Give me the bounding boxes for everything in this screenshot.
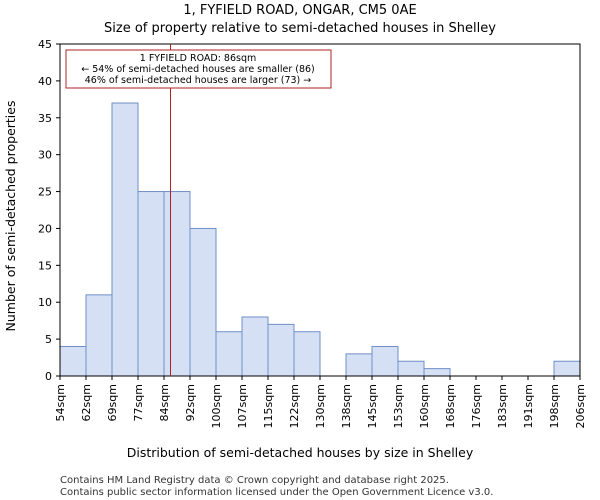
plot-frame: [59, 43, 581, 377]
x-tick-label: 145sqm: [366, 384, 379, 428]
y-tick-label: 35: [38, 112, 52, 125]
x-tick-label: 206sqm: [574, 384, 587, 428]
histogram-bar: [241, 316, 269, 377]
x-tick-label: 107sqm: [236, 384, 249, 428]
annotation-frame: [65, 49, 332, 89]
histogram-bar: [371, 345, 399, 377]
histogram-bar: [59, 345, 87, 377]
y-tick-label: 20: [38, 222, 52, 235]
x-tick-label: 153sqm: [392, 384, 405, 428]
chart-title: 1, FYFIELD ROAD, ONGAR, CM5 0AE: [183, 3, 416, 18]
histogram-bar: [267, 323, 295, 377]
x-tick-label: 100sqm: [210, 384, 223, 428]
y-tick-label: 45: [38, 38, 52, 51]
x-tick-label: 191sqm: [522, 384, 535, 428]
annotation-line-3: 46% of semi-detached houses are larger (…: [85, 75, 312, 86]
x-tick-label: 198sqm: [548, 384, 561, 428]
bars-layer: [59, 102, 581, 377]
y-tick-label: 5: [45, 333, 52, 346]
x-tick-label: 84sqm: [158, 384, 171, 421]
y-tick-label: 40: [38, 75, 52, 88]
histogram-bar: [163, 191, 191, 377]
x-tick-label: 77sqm: [132, 384, 145, 421]
histogram-bar: [85, 294, 113, 377]
x-tick-label: 115sqm: [262, 384, 275, 428]
x-axis-ticks: 54sqm 62sqm 69sqm 77sqm 84sqm 92sqm 100sqm 107s…: [54, 376, 587, 428]
x-tick-label: 176sqm: [470, 384, 483, 428]
y-axis-ticks: 0 5 10 15 20 25 30 35 40 45: [38, 38, 60, 383]
annotation-line-2: ← 54% of semi-detached houses are smalle…: [81, 64, 315, 75]
x-tick-label: 130sqm: [314, 384, 327, 428]
x-tick-label: 69sqm: [106, 384, 119, 421]
x-tick-label: 138sqm: [340, 384, 353, 428]
y-tick-label: 15: [38, 259, 52, 272]
annotation-line-1: 1 FYFIELD ROAD: 86sqm: [140, 53, 257, 64]
x-tick-label: 92sqm: [184, 384, 197, 421]
y-tick-label: 25: [38, 186, 52, 199]
histogram-bar: [293, 331, 321, 377]
x-tick-label: 168sqm: [444, 384, 457, 428]
x-tick-label: 122sqm: [288, 384, 301, 428]
histogram-bar: [345, 353, 373, 377]
histogram-bar: [397, 360, 425, 377]
y-tick-label: 30: [38, 149, 52, 162]
annotation-box: 1 FYFIELD ROAD: 86sqm ← 54% of semi-deta…: [65, 49, 332, 89]
y-axis-label: Number of semi-detached properties: [3, 101, 18, 332]
y-tick-label: 0: [45, 370, 52, 383]
x-tick-label: 160sqm: [418, 384, 431, 428]
footer-line-1: Contains HM Land Registry data © Crown c…: [60, 475, 449, 486]
histogram-bar: [423, 368, 451, 377]
histogram-bar: [215, 331, 243, 377]
y-tick-label: 10: [38, 296, 52, 309]
x-axis-label: Distribution of semi-detached houses by …: [127, 445, 474, 460]
x-tick-label: 54sqm: [54, 384, 67, 421]
x-tick-label: 183sqm: [496, 384, 509, 428]
histogram-bar: [553, 360, 581, 377]
x-tick-label: 62sqm: [80, 384, 93, 421]
histogram-bar: [111, 102, 139, 377]
histogram-bar: [137, 191, 165, 377]
chart-subtitle: Size of property relative to semi-detach…: [104, 21, 496, 36]
histogram-bar: [189, 227, 217, 377]
footer-line-2: Contains public sector information licen…: [60, 487, 493, 498]
